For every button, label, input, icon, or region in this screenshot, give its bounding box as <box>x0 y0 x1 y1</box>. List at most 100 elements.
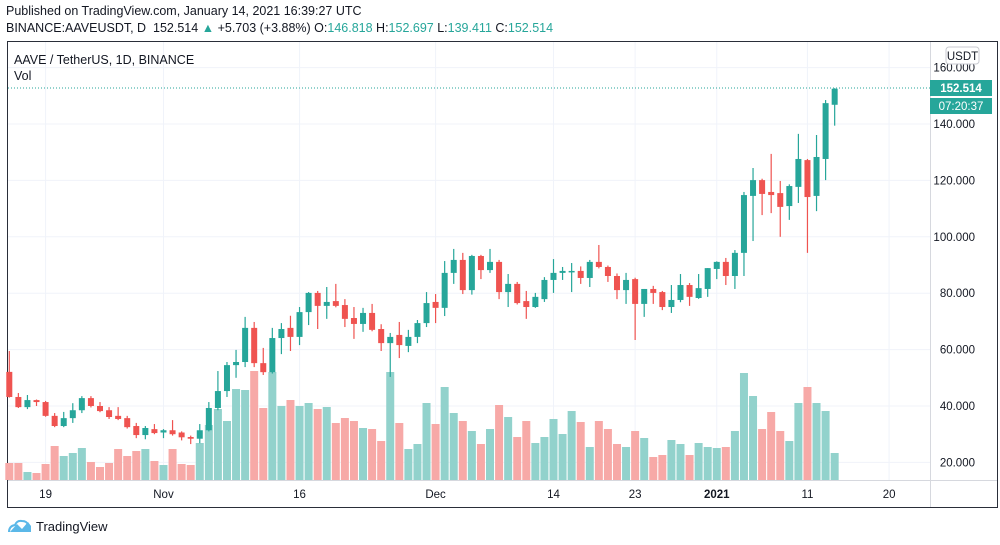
volume-bar <box>141 449 150 480</box>
candle-body <box>768 191 775 196</box>
candle <box>223 362 230 397</box>
volume-bar <box>123 456 132 480</box>
candle-body <box>432 301 439 308</box>
candle <box>750 167 757 242</box>
candle <box>33 399 40 406</box>
volume-bar <box>476 444 485 480</box>
volume-bar <box>531 443 540 480</box>
candle-body <box>233 362 240 366</box>
time-axis[interactable]: 19 Nov 16 Dec 14 23 2021 11 20 <box>39 489 895 501</box>
candle-body <box>69 410 76 419</box>
volume-bars <box>5 371 839 480</box>
time-tick-label: 23 <box>629 489 642 501</box>
candle-body <box>595 261 602 267</box>
candle-body <box>613 275 620 291</box>
candle-body <box>133 426 140 436</box>
volume-bar <box>114 449 123 480</box>
candle-body <box>242 327 249 363</box>
candle <box>24 395 31 410</box>
volume-bar <box>585 447 594 480</box>
candle-body <box>169 430 176 435</box>
high-value: 152.697 <box>388 21 434 35</box>
volume-bar <box>558 434 567 480</box>
tradingview-logo[interactable]: TradingView <box>8 518 108 534</box>
candle <box>523 290 530 319</box>
candle-body <box>477 255 484 271</box>
candle-body <box>278 329 285 339</box>
volume-bar <box>758 429 767 480</box>
volume-bar <box>440 387 449 480</box>
candle-body <box>777 193 784 207</box>
candle <box>260 347 267 375</box>
volume-bar <box>404 449 413 480</box>
last-price-tag-text: 152.514 <box>940 83 982 95</box>
published-line: Published on TradingView.com, January 14… <box>6 4 362 18</box>
tradingview-cloud-icon <box>8 519 31 533</box>
volume-bar <box>50 446 59 480</box>
candle-body <box>668 299 675 308</box>
candle-body <box>360 312 367 324</box>
candle-body <box>459 259 466 291</box>
volume-bar <box>495 405 504 480</box>
candle-body <box>496 261 503 293</box>
candle-body <box>831 88 838 105</box>
low-value: 139.411 <box>447 21 492 35</box>
price-change: +5.703 (+3.88%) <box>217 21 311 35</box>
volume-bar <box>612 444 621 480</box>
low-label: L: <box>437 21 448 35</box>
price-tick-label: 160.000 <box>933 63 975 75</box>
candle-body <box>396 334 403 346</box>
volume-bar <box>5 463 14 480</box>
candle-body <box>731 252 738 276</box>
candle-body <box>695 288 702 298</box>
candle <box>777 180 784 237</box>
candle-body <box>378 329 385 344</box>
time-tick-label: 14 <box>547 489 560 501</box>
candle <box>233 349 240 378</box>
price-axis[interactable]: 20.000 40.000 60.000 80.000 100.000 120.000 14… <box>933 63 975 470</box>
close-label: C: <box>495 21 508 35</box>
candle-body <box>641 288 648 304</box>
volume-bar <box>703 447 712 480</box>
candle <box>251 321 258 368</box>
symbol: BINANCE:AAVEUSDT, D <box>6 21 147 35</box>
brand-name: TradingView <box>36 518 108 534</box>
candle <box>69 403 76 423</box>
candle-body <box>24 400 31 408</box>
last-price: 152.514 <box>153 21 199 35</box>
candle <box>604 265 611 282</box>
candle <box>396 321 403 359</box>
candle-body <box>387 336 394 344</box>
candle-body <box>341 305 348 319</box>
candle-body <box>323 301 330 306</box>
candle <box>568 263 575 293</box>
volume-legend: Vol <box>14 69 32 83</box>
candle <box>423 292 430 328</box>
volume-bar <box>195 443 204 480</box>
candle-body <box>759 180 766 194</box>
candle <box>804 158 811 253</box>
volume-bar <box>622 447 631 480</box>
candle <box>296 307 303 346</box>
candle-body <box>550 272 557 280</box>
volume-bar <box>767 412 776 480</box>
candle-body <box>677 285 684 300</box>
candle-body <box>305 292 312 313</box>
candle <box>205 402 212 432</box>
volume-bar <box>567 411 576 480</box>
candle <box>514 281 521 305</box>
candle <box>613 273 620 300</box>
currency-badge[interactable] <box>945 46 980 65</box>
candle <box>432 294 439 324</box>
volume-bar <box>594 421 603 480</box>
volume-bar <box>349 421 358 480</box>
volume-bar <box>331 423 340 480</box>
close-value: 152.514 <box>507 21 554 35</box>
candle-body <box>78 398 85 411</box>
candle <box>740 191 747 276</box>
high-label: H: <box>376 21 389 35</box>
candle-body <box>414 323 421 337</box>
volume-bar <box>540 437 549 480</box>
volume-bar <box>286 400 295 480</box>
